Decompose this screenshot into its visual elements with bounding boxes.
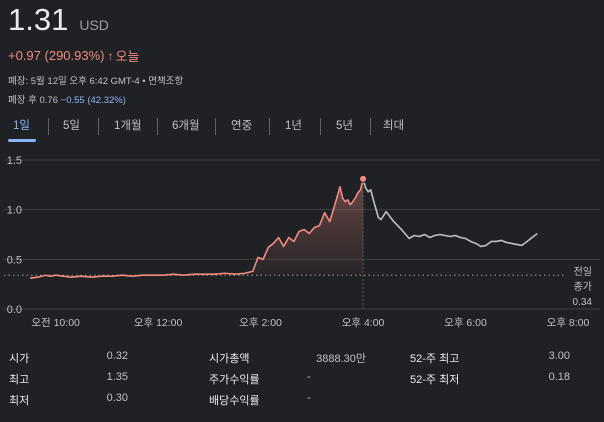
x-tick-label: 오전 10:00	[31, 317, 80, 329]
currency-label: USD	[79, 17, 109, 33]
regular-session-area	[30, 178, 364, 279]
prev-close-label: 0.34	[573, 297, 593, 308]
price-change: +0.97 (290.93%) ↑ 오늘	[8, 46, 139, 65]
tab-1m[interactable]: 1개월	[114, 120, 142, 132]
stat-pe-label: 주가수익률	[209, 374, 260, 386]
regular-session-line	[29, 178, 364, 280]
close-marker	[359, 174, 368, 183]
after-hours-price: 폐장 후 0.76	[8, 95, 58, 106]
after-hours-change: −0.55 (42.32%)	[60, 95, 126, 106]
stat-52w-low-label: 52-주 최저	[410, 374, 460, 386]
tab-6m[interactable]: 6개월	[172, 120, 200, 132]
y-tick-label: 1.5	[7, 155, 22, 167]
after-hours-line	[362, 178, 538, 248]
stat-high-label: 최고	[9, 374, 30, 386]
close-info: 폐장: 5월 12일 오후 6:42 GMT-4 • 면책조항	[8, 76, 184, 87]
stat-mktcap-label: 시가총액	[209, 353, 250, 365]
change-period: 오늘	[115, 49, 140, 64]
y-tick-label: 0.5	[7, 254, 22, 266]
y-tick-label: 0.0	[7, 304, 22, 316]
tab-5d[interactable]: 5일	[63, 120, 80, 132]
price-header: 1.31 USD	[8, 2, 109, 38]
tab-divider	[370, 118, 371, 135]
x-tick-label: 오후 12:00	[134, 317, 183, 329]
arrow-up-icon: ↑	[107, 48, 114, 63]
tab-divider	[320, 118, 321, 135]
x-tick-label: 오후 4:00	[342, 317, 385, 329]
stat-div-value: -	[307, 392, 311, 404]
change-value: +0.97 (290.93%)	[8, 48, 105, 63]
stat-open-label: 시가	[9, 353, 30, 365]
prev-close-label: 전일	[574, 266, 592, 278]
tab-divider	[98, 118, 99, 135]
current-price: 1.31	[8, 2, 69, 37]
after-hours-info: 폐장 후 0.76 −0.55 (42.32%)	[8, 92, 126, 106]
stat-div-label: 배당수익률	[209, 395, 260, 407]
active-tab-indicator	[8, 139, 36, 142]
x-tick-label: 오후 6:00	[444, 317, 487, 329]
stat-52w-high-label: 52-주 최고	[410, 353, 460, 365]
tab-divider	[157, 118, 158, 135]
tab-divider	[48, 118, 49, 135]
tab-max[interactable]: 최대	[383, 120, 405, 132]
tab-1d[interactable]: 1일	[13, 120, 30, 132]
stat-pe-value: -	[307, 371, 311, 383]
tab-1y[interactable]: 1년	[285, 120, 302, 132]
tab-5y[interactable]: 5년	[336, 120, 353, 132]
stat-52w-high-value: 3.00	[548, 350, 570, 362]
stat-low-value: 0.30	[106, 392, 128, 404]
tab-divider	[215, 118, 216, 135]
tab-divider	[269, 118, 270, 135]
stat-high-value: 1.35	[106, 371, 128, 383]
x-tick-label: 오후 2:00	[239, 317, 282, 329]
stat-low-label: 최저	[9, 395, 30, 407]
tab-ytd[interactable]: 연중	[231, 120, 253, 132]
stat-52w-low-value: 0.18	[548, 371, 570, 383]
stat-mktcap-value: 3888.30만	[316, 353, 366, 365]
y-tick-label: 1.0	[7, 205, 22, 217]
stat-open-value: 0.32	[106, 350, 128, 362]
x-tick-label: 오후 8:00	[547, 317, 590, 329]
prev-close-label: 종가	[574, 281, 592, 293]
